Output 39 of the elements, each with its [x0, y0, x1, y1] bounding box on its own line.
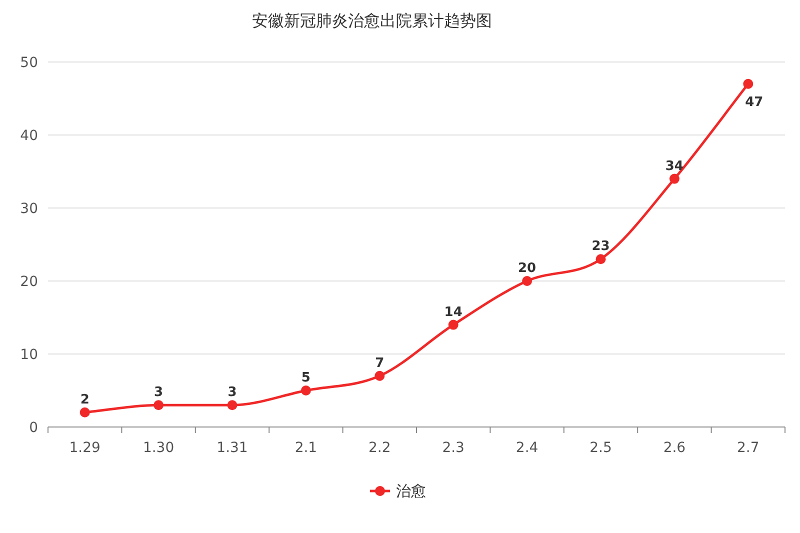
chart-title: 安徽新冠肺炎治愈出院累计趋势图 — [252, 11, 492, 30]
point — [227, 400, 238, 410]
y-tick-label: 40 — [20, 128, 38, 144]
y-tick-label: 30 — [20, 201, 38, 217]
y-tick-label: 0 — [29, 420, 38, 436]
data-label: 7 — [375, 356, 384, 371]
data-label: 23 — [592, 239, 610, 254]
data-label: 3 — [154, 385, 164, 400]
data-label: 34 — [665, 158, 684, 174]
y-tick-label: 10 — [20, 347, 38, 363]
legend-label: 治愈 — [396, 482, 426, 500]
x-tick-label: 2.7 — [737, 440, 760, 456]
point — [669, 174, 680, 184]
data-label: 20 — [518, 261, 536, 276]
x-tick-label: 1.29 — [69, 440, 100, 456]
x-tick-label: 2.1 — [294, 440, 318, 456]
x-tick-label: 2.2 — [368, 440, 391, 456]
point — [522, 276, 532, 286]
data-label: 5 — [301, 370, 310, 386]
y-tick-label: 20 — [20, 274, 38, 290]
x-tick-label: 2.6 — [663, 440, 686, 456]
x-tick-label: 1.31 — [216, 440, 248, 456]
data-label: 47 — [745, 94, 764, 110]
x-tick-label: 2.4 — [516, 440, 538, 456]
y-tick-label: 50 — [20, 55, 38, 71]
point — [448, 320, 458, 330]
data-label: 14 — [444, 304, 462, 320]
legend: 治愈 — [370, 482, 426, 500]
point — [154, 400, 164, 410]
point — [596, 254, 606, 264]
point — [743, 78, 754, 89]
x-tick-label: 1.30 — [142, 440, 174, 456]
data-label: 3 — [228, 385, 237, 400]
x-tick-label: 2.3 — [442, 440, 464, 456]
point — [300, 386, 311, 396]
data-label: 2 — [80, 392, 90, 408]
point — [80, 407, 90, 418]
point — [374, 370, 385, 381]
x-tick-label: 2.5 — [590, 440, 612, 456]
